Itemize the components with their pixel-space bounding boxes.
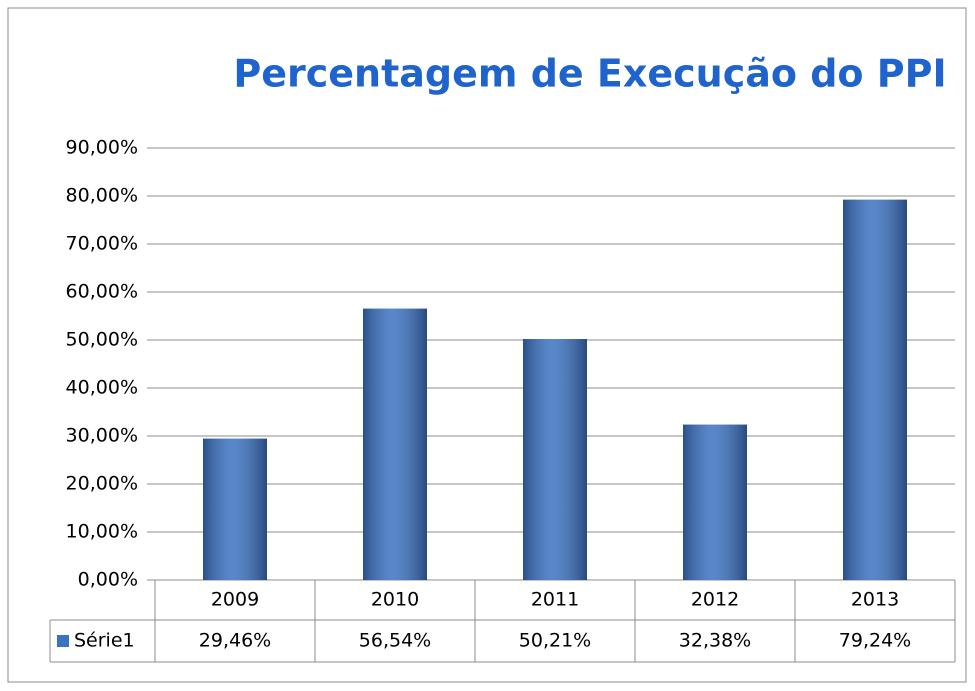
y-tick-label: 80,00%	[66, 185, 138, 207]
x-tick-label: 2013	[851, 589, 899, 611]
x-tick-label: 2011	[531, 589, 579, 611]
bar-shade	[203, 438, 267, 580]
y-tick-label: 30,00%	[66, 425, 138, 447]
y-tick-label: 0,00%	[78, 569, 138, 591]
data-table-value: 79,24%	[839, 630, 911, 652]
y-tick-label: 60,00%	[66, 281, 138, 303]
x-tick-label: 2009	[211, 589, 259, 611]
legend-key	[57, 635, 69, 647]
x-tick-label: 2010	[371, 589, 419, 611]
y-tick-label: 10,00%	[66, 521, 138, 543]
bar-shade	[843, 199, 907, 580]
y-tick-label: 40,00%	[66, 377, 138, 399]
y-tick-label: 20,00%	[66, 473, 138, 495]
data-table-value: 56,54%	[359, 630, 431, 652]
data-table-value: 50,21%	[519, 630, 591, 652]
y-tick-label: 50,00%	[66, 329, 138, 351]
x-tick-label: 2012	[691, 589, 739, 611]
chart-border	[7, 7, 967, 683]
chart-title: Percentagem de Execução do PPI	[233, 52, 946, 96]
data-table-value: 32,38%	[679, 630, 751, 652]
y-tick-label: 90,00%	[66, 137, 138, 159]
legend-label: Série1	[74, 630, 135, 652]
data-table-value: 29,46%	[199, 630, 271, 652]
bar-shade	[683, 424, 747, 580]
bar-shade	[363, 308, 427, 580]
y-tick-label: 70,00%	[66, 233, 138, 255]
bar-shade	[523, 338, 587, 580]
